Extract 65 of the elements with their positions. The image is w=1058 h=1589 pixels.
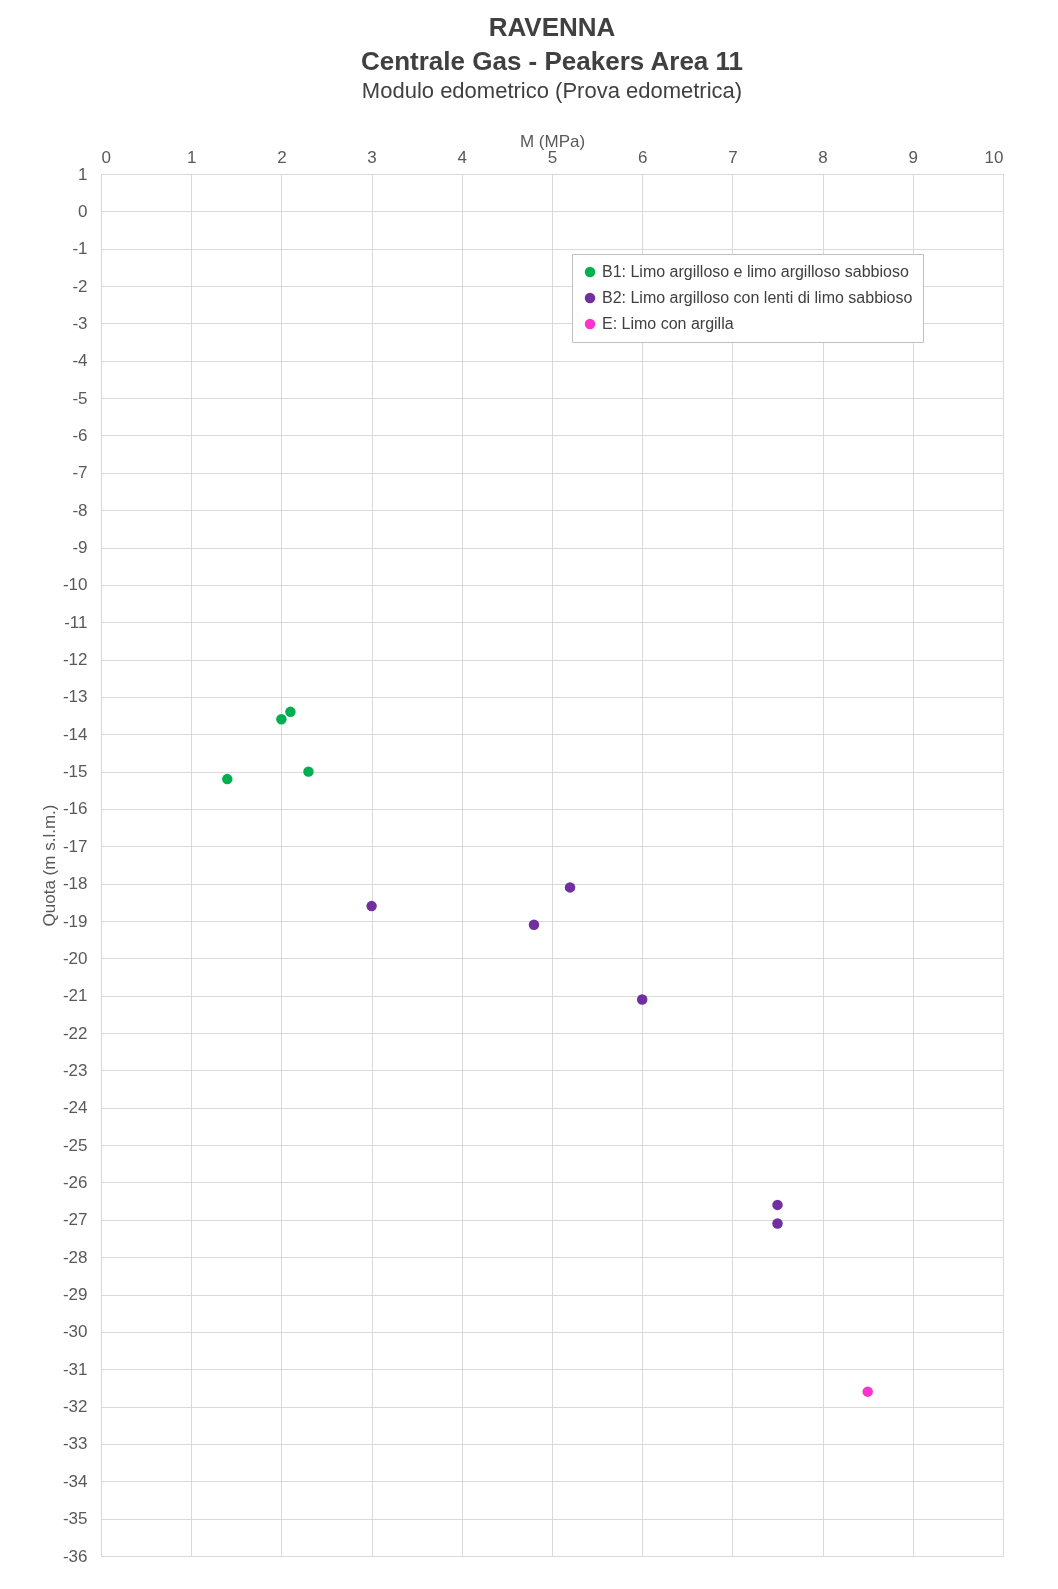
point [528, 919, 540, 930]
x-tick-label: 3 [367, 147, 377, 167]
legend-label: E: Limo con argilla [602, 315, 734, 332]
point [636, 994, 648, 1005]
x-tick-label: 7 [728, 147, 738, 167]
point [222, 773, 233, 785]
y-tick-label: -16 [62, 799, 88, 819]
y-tick-label: -12 [62, 650, 88, 670]
point [366, 900, 377, 912]
y-tick-label: -29 [62, 1285, 88, 1305]
y-tick-label: -15 [62, 762, 88, 782]
x-tick-label: 6 [637, 147, 648, 167]
point [564, 882, 576, 893]
y-tick-label: -2 [72, 276, 88, 296]
y-tick-label: -33 [62, 1434, 88, 1454]
point [772, 1218, 783, 1229]
y-tick-label: -10 [62, 575, 88, 595]
y-tick-label: -19 [62, 911, 88, 931]
y-tick-label: -3 [72, 313, 88, 333]
y-tick-label: -4 [72, 351, 88, 371]
x-tick-label: 9 [908, 147, 919, 167]
y-tick-label: -21 [62, 986, 88, 1006]
point [285, 706, 296, 718]
y-tick-label: -31 [62, 1359, 88, 1379]
x-tick-label: 1 [186, 147, 197, 167]
x-tick-label: 0 [101, 147, 111, 167]
x-tick-label: 10 [984, 147, 1004, 167]
y-tick-label: -7 [72, 463, 88, 483]
point [772, 1199, 783, 1211]
y-axis-title: Quota (m s.l.m.) [39, 804, 59, 927]
x-tick-label: 8 [818, 147, 828, 167]
y-tick-label: -22 [62, 1023, 88, 1043]
y-tick-label: -35 [62, 1509, 88, 1529]
legend-label: B1: Limo argilloso e limo argilloso sabbioso [602, 263, 909, 280]
legend-label: B2: Limo argilloso con lenti di limo sabbioso [602, 289, 913, 306]
y-tick-label: 1 [78, 164, 88, 184]
y-tick-label: -26 [62, 1172, 88, 1192]
y-tick-label: -18 [62, 874, 88, 894]
y-tick-label: -27 [62, 1210, 88, 1230]
y-tick-label: -8 [72, 500, 88, 520]
chart-title: RAVENNA Centrale Gas - Peakers Area 11 [360, 12, 744, 76]
y-tick-label: -32 [62, 1397, 88, 1417]
y-tick-label: -11 [64, 612, 88, 632]
y-tick-label: 0 [78, 201, 88, 221]
y-tick-label: -34 [62, 1471, 88, 1491]
point [862, 1386, 873, 1397]
y-tick-label: -13 [62, 687, 88, 707]
y-tick-label: -14 [62, 724, 88, 744]
point [303, 766, 314, 777]
y-tick-label: -9 [72, 538, 88, 558]
y-tick-label: -5 [72, 388, 88, 408]
y-tick-label: -23 [62, 1060, 88, 1080]
point [276, 714, 287, 725]
y-tick-label: -1 [72, 239, 88, 259]
x-tick-label: 4 [457, 147, 468, 167]
y-tick-label: -6 [72, 425, 88, 445]
y-tick-label: -30 [62, 1322, 88, 1342]
y-tick-label: -36 [62, 1546, 88, 1566]
y-tick-label: -17 [62, 836, 88, 856]
y-tick-label: -25 [62, 1135, 88, 1155]
y-tick-label: -28 [62, 1247, 88, 1267]
y-tick-label: -20 [62, 948, 88, 968]
chart-subtitle: Modulo edometrico (Prova edometrica) [361, 78, 743, 103]
x-tick-label: 2 [277, 147, 287, 167]
y-tick-label: -24 [62, 1098, 88, 1118]
